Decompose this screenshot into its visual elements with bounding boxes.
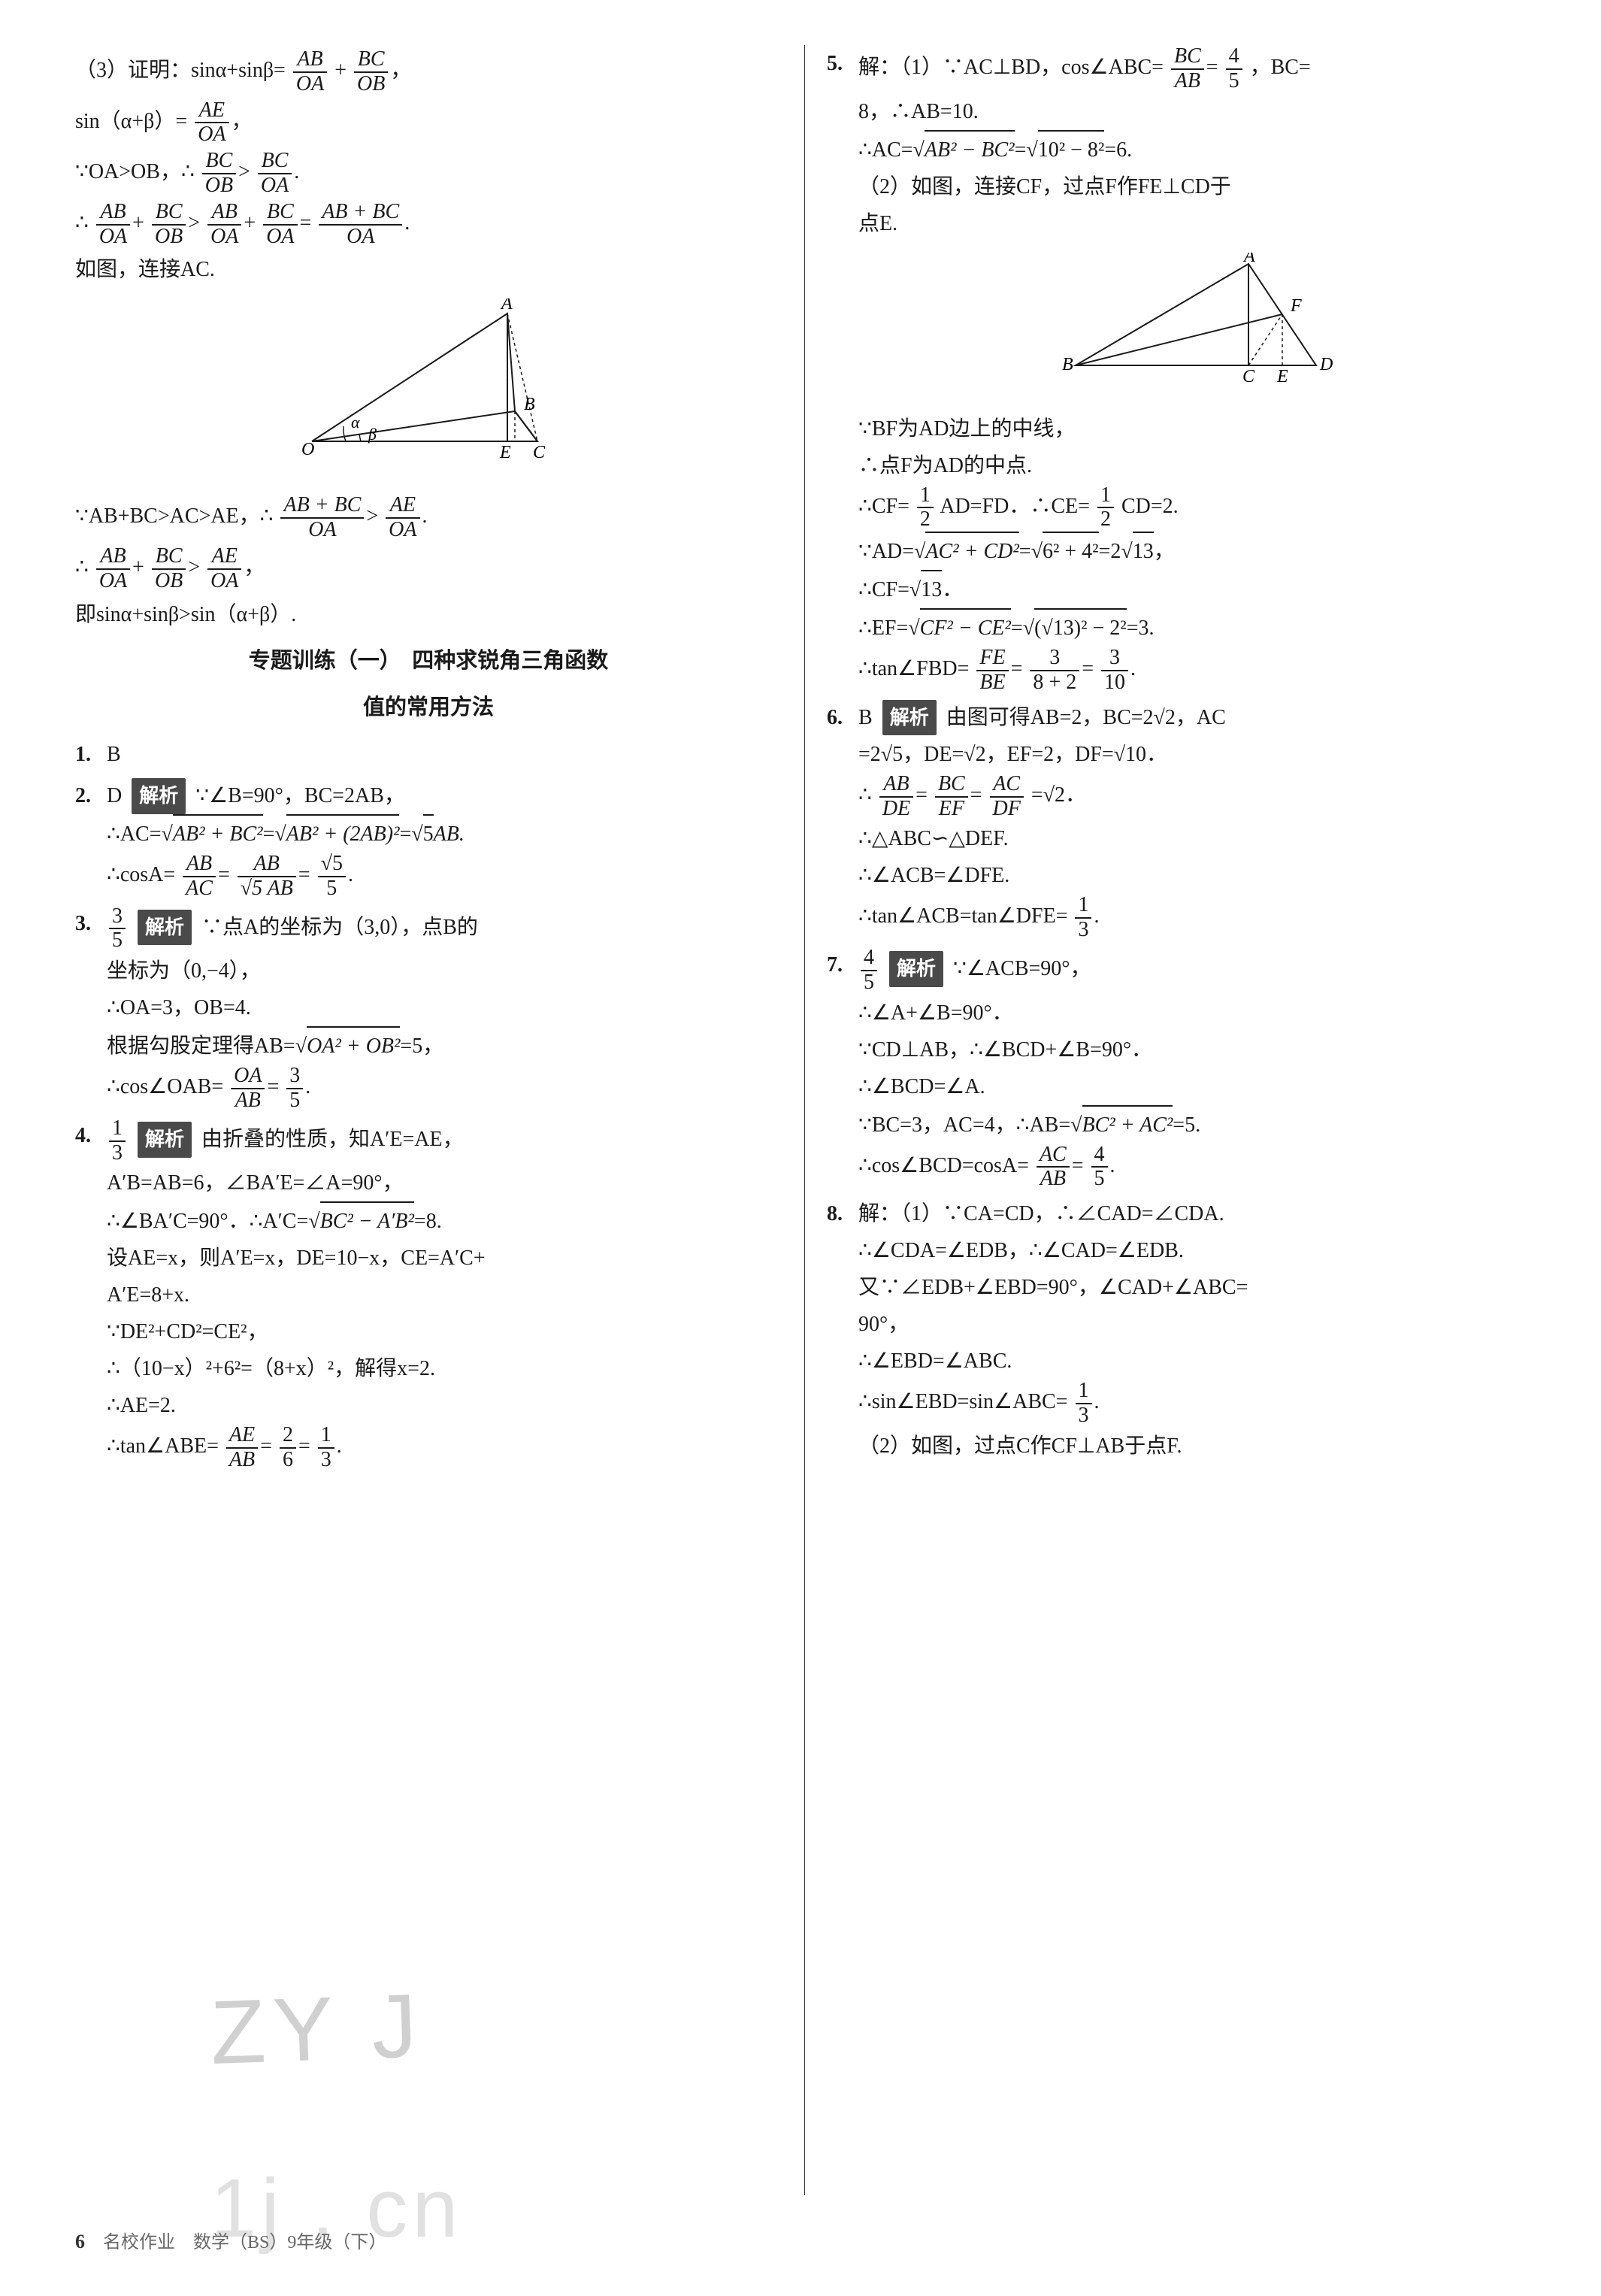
- q1: 1. B: [75, 736, 782, 773]
- q7: 7. 45 解析 ∵∠ACB=90°， ∴∠A+∠B=90°． ∵CD⊥AB，∴…: [827, 947, 1533, 1191]
- svg-text:α: α: [351, 413, 360, 432]
- q2: 2. D 解析 ∵∠B=90°，BC=2AB， ∴AC=√AB² + BC²=√…: [75, 777, 782, 901]
- svg-text:B: B: [1062, 355, 1073, 374]
- svg-text:O: O: [301, 440, 314, 459]
- svg-text:F: F: [1290, 296, 1302, 316]
- section-title-2: 值的常用方法: [75, 689, 782, 727]
- svg-text:A: A: [500, 298, 513, 314]
- p3-proof-l5: 如图，连接AC.: [75, 251, 782, 288]
- diagram-triangle-oabc: α β O A B C E: [75, 298, 782, 483]
- q5: 5. 解：（1）∵AC⊥BD，cos∠ABC= BCAB= 45 ，BC= 8，…: [827, 45, 1533, 695]
- svg-text:B: B: [524, 395, 535, 414]
- analysis-tag: 解析: [882, 700, 937, 736]
- q8: 8. 解：（1）∵CA=CD，∴∠CAD=∠CDA. ∴∠CDA=∠EDB，∴∠…: [827, 1195, 1533, 1465]
- page-number: 6: [75, 2231, 85, 2252]
- footer-text: 名校作业 数学（BS）9年级（下）: [103, 2233, 386, 2252]
- svg-text:E: E: [1276, 367, 1288, 386]
- svg-text:C: C: [1242, 367, 1255, 386]
- q3: 3. 35 解析 ∵点A的坐标为（3,0），点B的 坐标为（0,−4）， ∴OA…: [75, 905, 782, 1113]
- svg-text:β: β: [368, 425, 377, 444]
- page-columns: （3）证明：sinα+sinβ= ABOA + BCOB， sin（α+β）= …: [75, 45, 1533, 2195]
- page-footer: 6 名校作业 数学（BS）9年级（下）: [75, 2225, 386, 2259]
- svg-text:E: E: [499, 443, 511, 462]
- svg-text:D: D: [1319, 355, 1333, 374]
- q4: 4. 13 解析 由折叠的性质，知A′E=AE， A′B=AB=6，∠BA′E=…: [75, 1117, 782, 1472]
- p3-proof-l6: ∵AB+BC>AC>AE，∴ AB + BCOA> AEOA.: [75, 494, 782, 542]
- p3-proof-l8: 即sinα+sinβ>sin（α+β）.: [75, 596, 782, 633]
- analysis-tag: 解析: [132, 778, 186, 814]
- analysis-tag: 解析: [889, 951, 943, 987]
- diagram-triangle-abcd: A B C D E F: [858, 253, 1533, 400]
- q6: 6. B 解析 由图可得AB=2，BC=2√2，AC =2√5，DE=√2，EF…: [827, 699, 1533, 942]
- svg-text:A: A: [1242, 253, 1255, 266]
- p3-proof-l2: sin（α+β）= AEOA，: [75, 99, 782, 147]
- analysis-tag: 解析: [138, 910, 192, 946]
- p3-proof-l7: ∴ ABOA+ BCOB> AEOA，: [75, 545, 782, 593]
- section-title-1: 专题训练（一） 四种求锐角三角函数: [75, 642, 782, 680]
- analysis-tag: 解析: [138, 1122, 192, 1158]
- p3-proof-l1: （3）证明：sinα+sinβ= ABOA + BCOB，: [75, 48, 782, 96]
- svg-text:C: C: [533, 443, 546, 462]
- p3-proof-l4: ∴ ABOA+ BCOB> ABOA+ BCOA= AB + BCOA.: [75, 201, 782, 249]
- p3-proof-l3: ∵OA>OB，∴ BCOB> BCOA.: [75, 150, 782, 198]
